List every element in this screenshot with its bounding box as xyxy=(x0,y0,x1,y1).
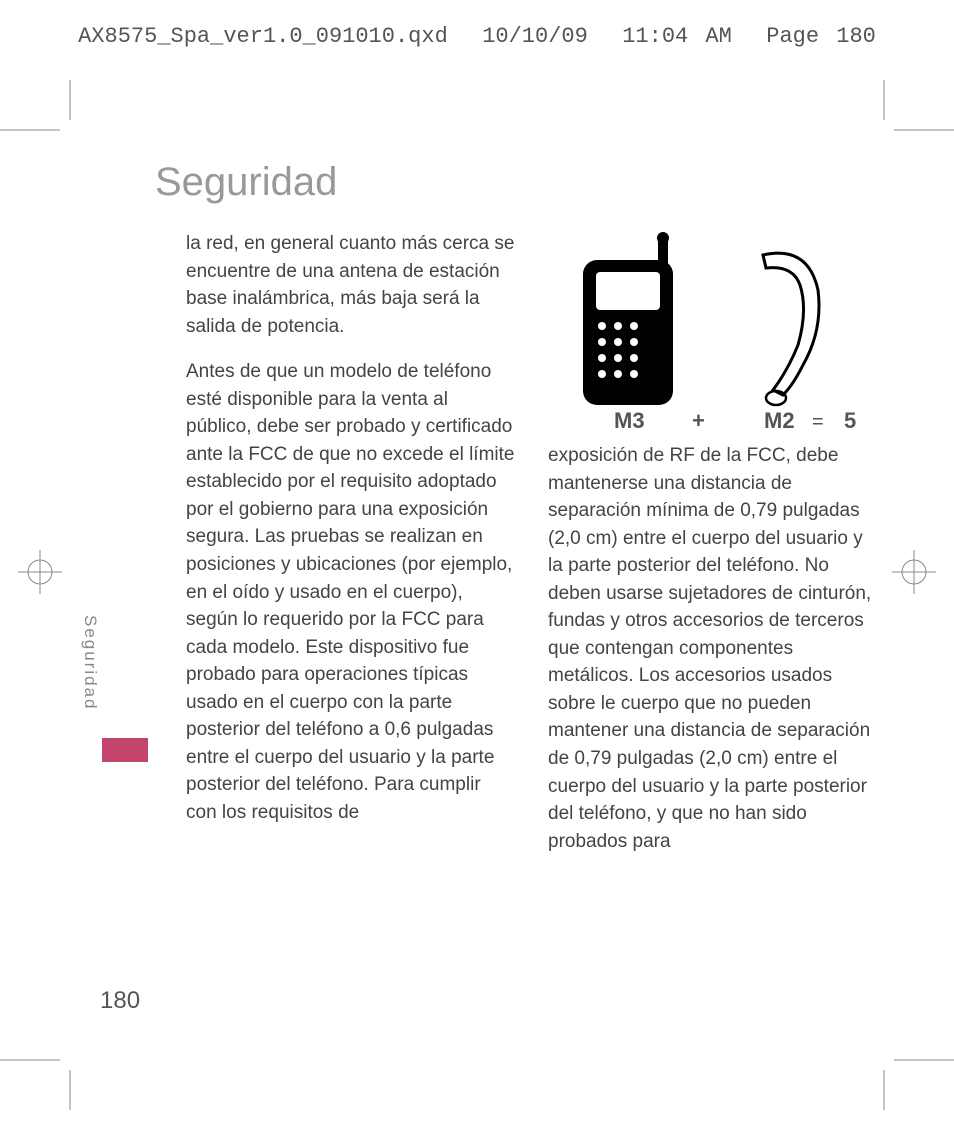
svg-text:M2: M2 xyxy=(764,408,795,430)
side-tab-label: Seguridad xyxy=(80,615,100,711)
svg-text:=: = xyxy=(812,411,824,430)
phone-icon xyxy=(583,232,673,405)
svg-text:5: 5 xyxy=(844,408,856,430)
svg-text:M3: M3 xyxy=(614,408,645,430)
paragraph: Antes de que un modelo de teléfono esté … xyxy=(186,358,516,826)
paragraph: exposición de RF de la FCC, debe mantene… xyxy=(548,442,878,855)
header-filename: AX8575_Spa_ver1.0_091010.qxd xyxy=(78,24,448,49)
registration-mark-left xyxy=(18,550,62,594)
print-header: AX8575_Spa_ver1.0_091010.qxd 10/10/09 11… xyxy=(0,24,954,49)
rating-figure: M3 + M2 = 5 xyxy=(548,230,868,430)
registration-mark-right xyxy=(892,550,936,594)
page-number: 180 xyxy=(100,987,140,1015)
crop-mark-top-right xyxy=(864,80,954,145)
svg-text:+: + xyxy=(692,408,705,430)
column-left: la red, en general cuanto más cerca se e… xyxy=(186,230,516,873)
header-date: 10/10/09 xyxy=(482,24,588,49)
header-time: 11:04 AM xyxy=(622,24,732,49)
column-right: M3 + M2 = 5 exposición de RF de la FCC, … xyxy=(548,230,878,873)
crop-mark-bottom-left xyxy=(0,1050,90,1115)
side-tab-accent xyxy=(102,738,148,762)
content-area: la red, en general cuanto más cerca se e… xyxy=(186,230,886,873)
page-title: Seguridad xyxy=(155,160,337,205)
paragraph: la red, en general cuanto más cerca se e… xyxy=(186,230,516,340)
crop-mark-bottom-right xyxy=(864,1050,954,1115)
hearing-aid-icon xyxy=(763,253,819,405)
header-page: Page 180 xyxy=(766,24,876,49)
crop-mark-top-left xyxy=(0,80,90,145)
